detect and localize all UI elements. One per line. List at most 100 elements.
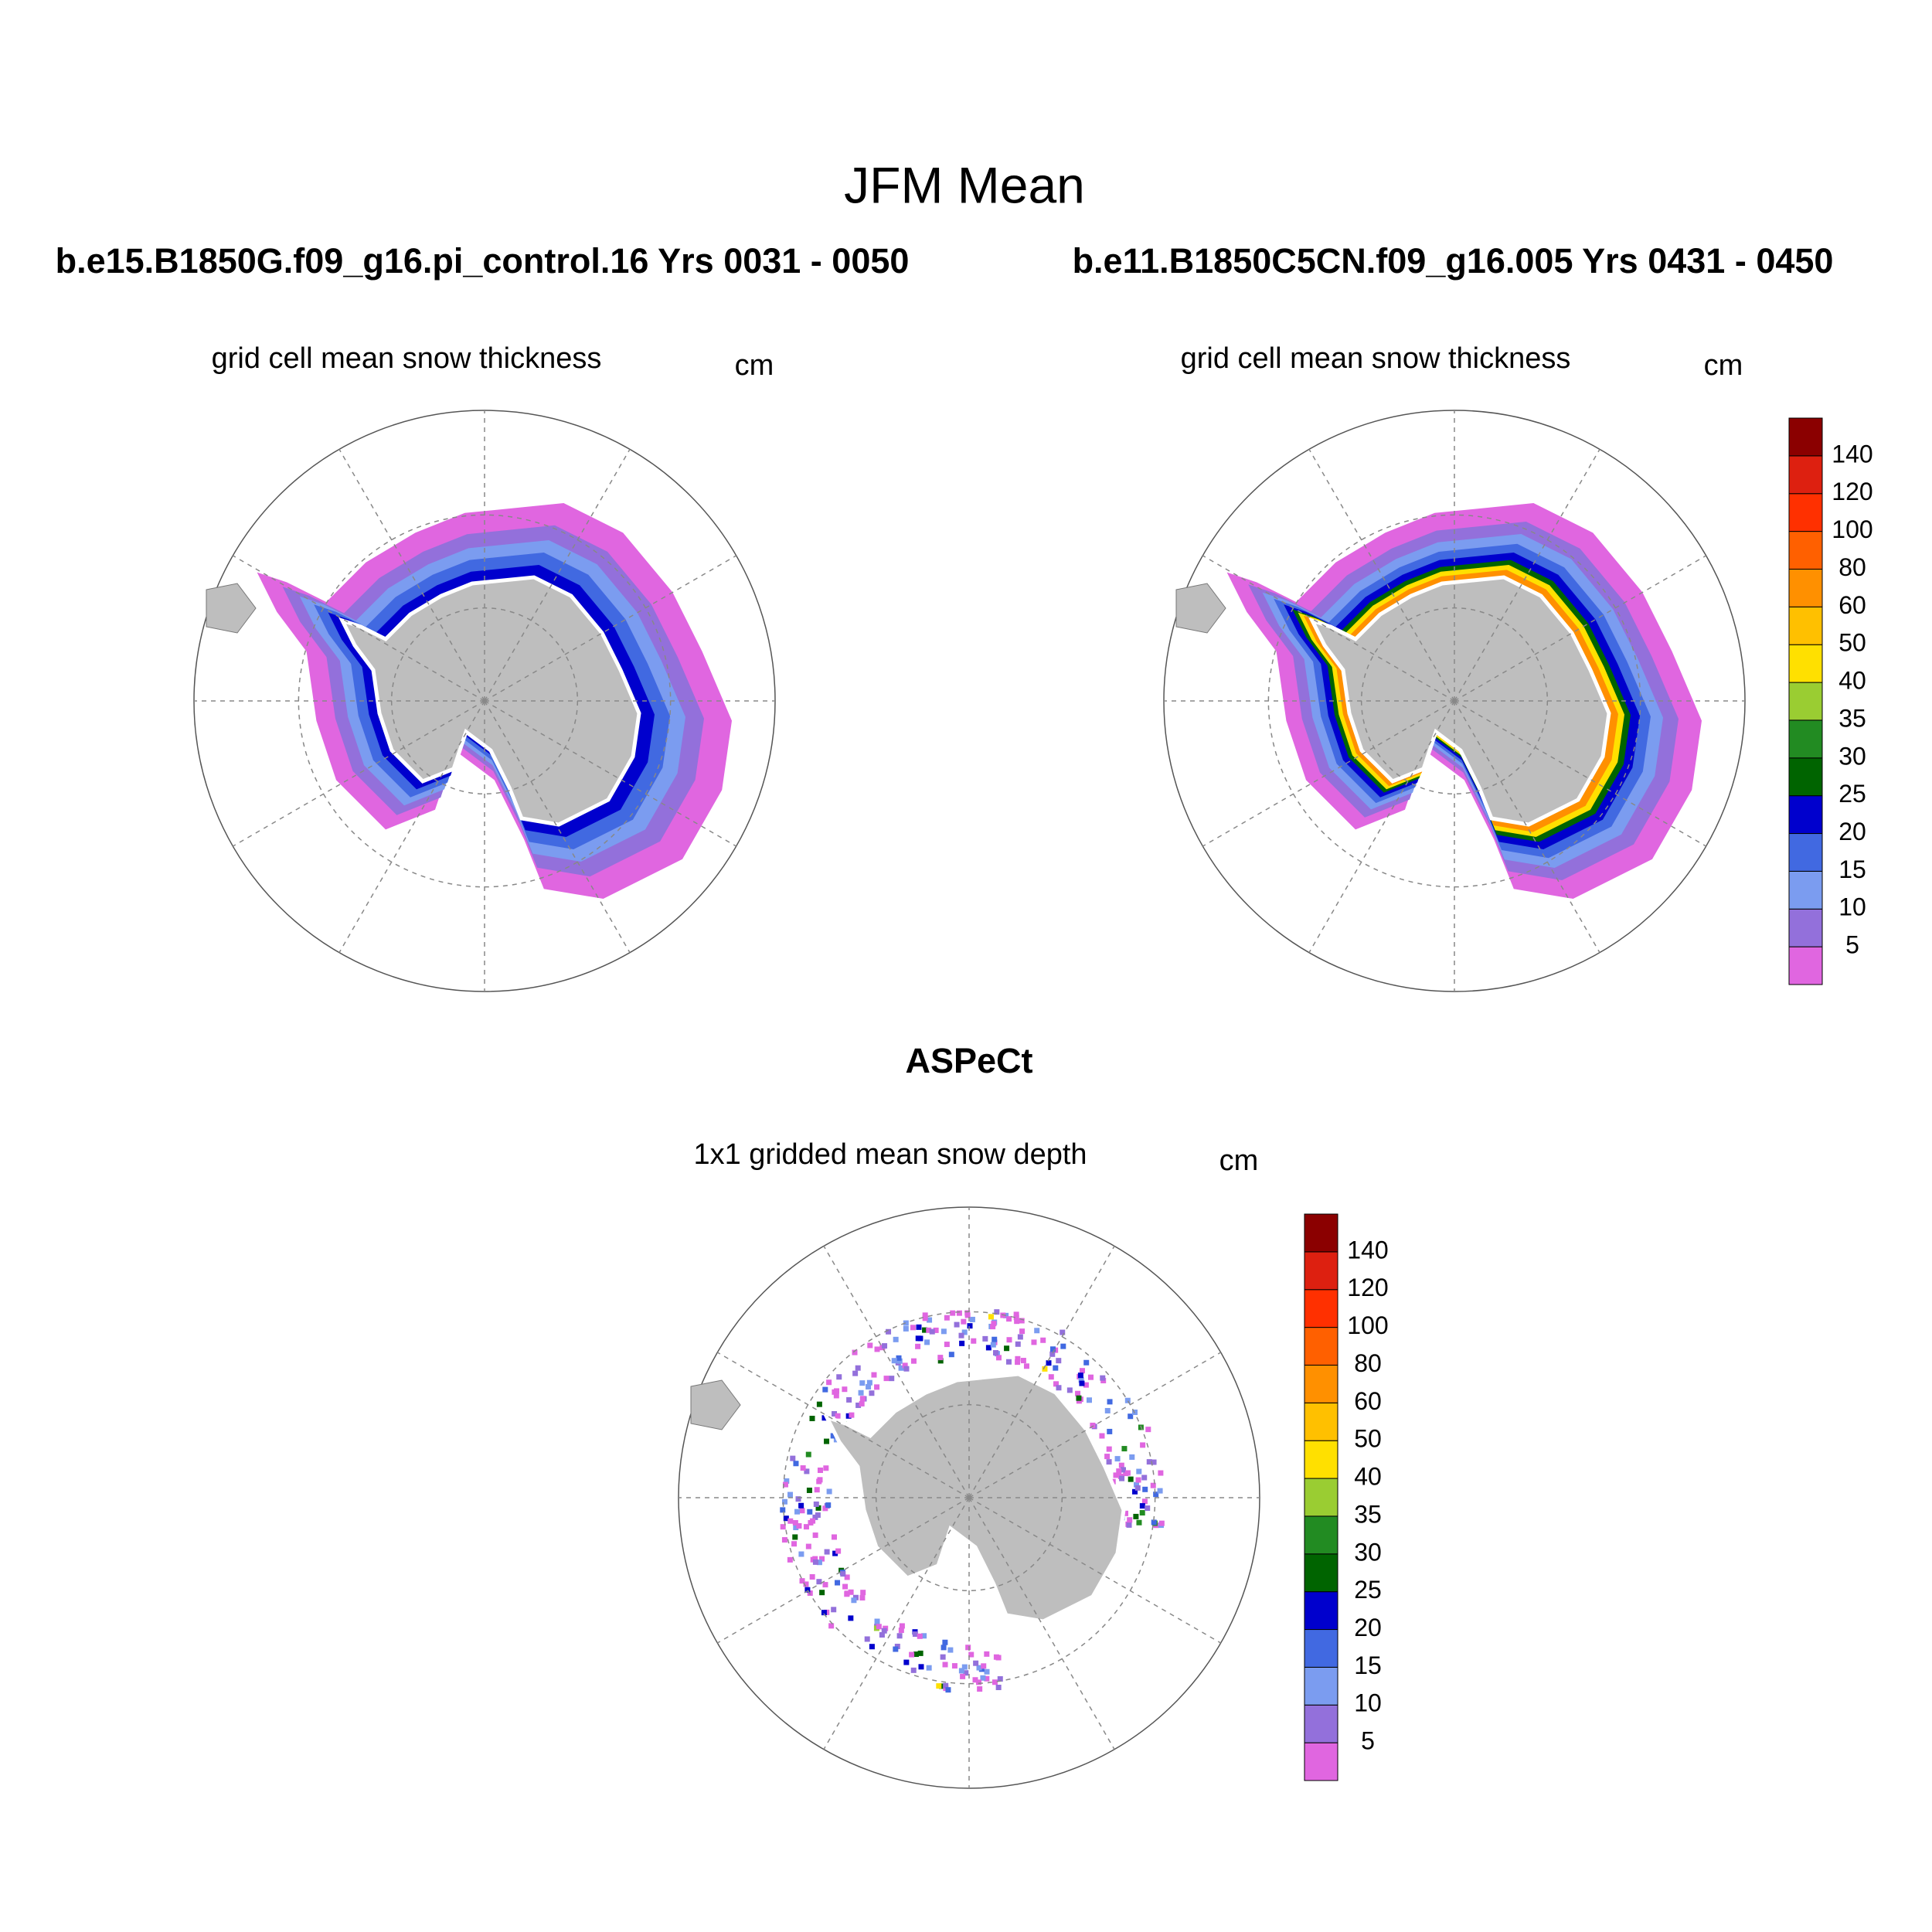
snow-cell [792, 1534, 798, 1540]
snow-cell [1104, 1454, 1111, 1460]
snow-cell [1121, 1446, 1128, 1452]
snow-cell [848, 1589, 854, 1595]
snow-cell [912, 1631, 918, 1638]
snow-cell [1042, 1366, 1048, 1372]
snow-cell [1053, 1365, 1059, 1371]
colorbar-label: 120 [1347, 1274, 1388, 1301]
snow-cell [1134, 1481, 1140, 1488]
snow-cell [824, 1438, 830, 1444]
colorbar-box [1788, 795, 1823, 835]
colorbar-box [1788, 493, 1823, 532]
snow-cell [883, 1376, 889, 1382]
snow-cell [913, 1651, 919, 1658]
snow-cell [922, 1315, 928, 1321]
snow-cell [1060, 1343, 1066, 1349]
snow-cell [1145, 1427, 1151, 1433]
snow-cell [859, 1595, 866, 1601]
snow-cell [976, 1665, 982, 1671]
snow-cell [844, 1590, 850, 1597]
longitude-line [484, 555, 737, 702]
snow-cell [1079, 1368, 1085, 1374]
colorbar-label: 80 [1838, 553, 1866, 581]
snow-cell [942, 1639, 948, 1645]
longitude-line [338, 700, 485, 954]
snow-cell [881, 1628, 887, 1634]
snow-cell [804, 1587, 811, 1593]
snow-cell [782, 1481, 788, 1488]
snow-cell [1113, 1472, 1119, 1478]
units-label: cm [1704, 349, 1743, 382]
snow-cell [826, 1488, 832, 1495]
longitude-line [484, 700, 737, 847]
colorbar-label: 35 [1838, 704, 1866, 732]
colorbar-label: 10 [1838, 893, 1866, 921]
colorbar-box [1304, 1440, 1338, 1479]
snow-cell [1056, 1358, 1062, 1364]
snow-cell [792, 1519, 798, 1526]
snow-cell [866, 1379, 872, 1386]
snow-cell [922, 1312, 928, 1318]
snow-cell [933, 1327, 939, 1333]
snow-cell [959, 1340, 965, 1346]
snow-cell [898, 1365, 904, 1371]
snow-cell [1034, 1328, 1040, 1334]
snow-cell [961, 1664, 968, 1670]
snow-cell [903, 1325, 909, 1332]
colorbar-box [1788, 946, 1823, 985]
colorbar-box [1304, 1289, 1338, 1328]
snow-cell [960, 1673, 966, 1679]
snow-cell [826, 1379, 832, 1386]
snow-cell [866, 1383, 872, 1389]
colorbar-box [1788, 719, 1823, 759]
snow-cell [1066, 1387, 1073, 1393]
snow-cell [967, 1323, 973, 1329]
snow-cell [1151, 1519, 1157, 1526]
snow-cell [1139, 1510, 1145, 1516]
snow-cell [848, 1615, 854, 1621]
continent [338, 575, 641, 827]
colorbar-label: 5 [1845, 931, 1859, 959]
colorbar-box [1304, 1742, 1338, 1781]
snow-cell [947, 1647, 954, 1653]
snow-cell [855, 1402, 862, 1408]
snow-cell [961, 1329, 968, 1335]
snow-cell [940, 1645, 947, 1651]
snow-cell [806, 1487, 812, 1493]
snow-cell [845, 1413, 852, 1419]
colorbar-box [1788, 908, 1823, 947]
snow-cell [851, 1597, 857, 1604]
snow-cell [1005, 1359, 1012, 1365]
snow-cell [816, 1401, 822, 1407]
snow-cell [1140, 1442, 1146, 1448]
colorbar-label: 35 [1354, 1500, 1382, 1528]
snow-cell [859, 1396, 866, 1402]
snow-cell [833, 1393, 839, 1399]
longitude-line [1454, 700, 1600, 954]
snow-cell [832, 1550, 838, 1556]
snow-cell [915, 1343, 921, 1349]
snow-cell [963, 1670, 969, 1676]
longitude-line [1202, 555, 1455, 702]
snow-cell [894, 1643, 900, 1649]
snow-cell [992, 1350, 998, 1356]
snow-cell [1077, 1372, 1083, 1379]
snow-cell [855, 1365, 861, 1371]
snow-cell [899, 1623, 905, 1629]
snow-cell [1128, 1476, 1134, 1482]
snow-cell [1090, 1422, 1096, 1428]
colorbar-box [1788, 417, 1823, 457]
snow-cell [950, 1310, 956, 1316]
snow-cell [852, 1594, 859, 1600]
colorbar-box [1304, 1327, 1338, 1366]
snow-cell [940, 1654, 946, 1660]
colorbar-box [1788, 568, 1823, 607]
colorbar-box [1304, 1704, 1338, 1743]
snow-cell [1118, 1462, 1124, 1468]
snow-cell [799, 1508, 805, 1514]
snow-cell [1083, 1359, 1090, 1366]
snow-cell [926, 1327, 932, 1333]
snow-cell [849, 1412, 855, 1418]
snow-cell [812, 1559, 818, 1565]
colorbar-box [1788, 682, 1823, 721]
